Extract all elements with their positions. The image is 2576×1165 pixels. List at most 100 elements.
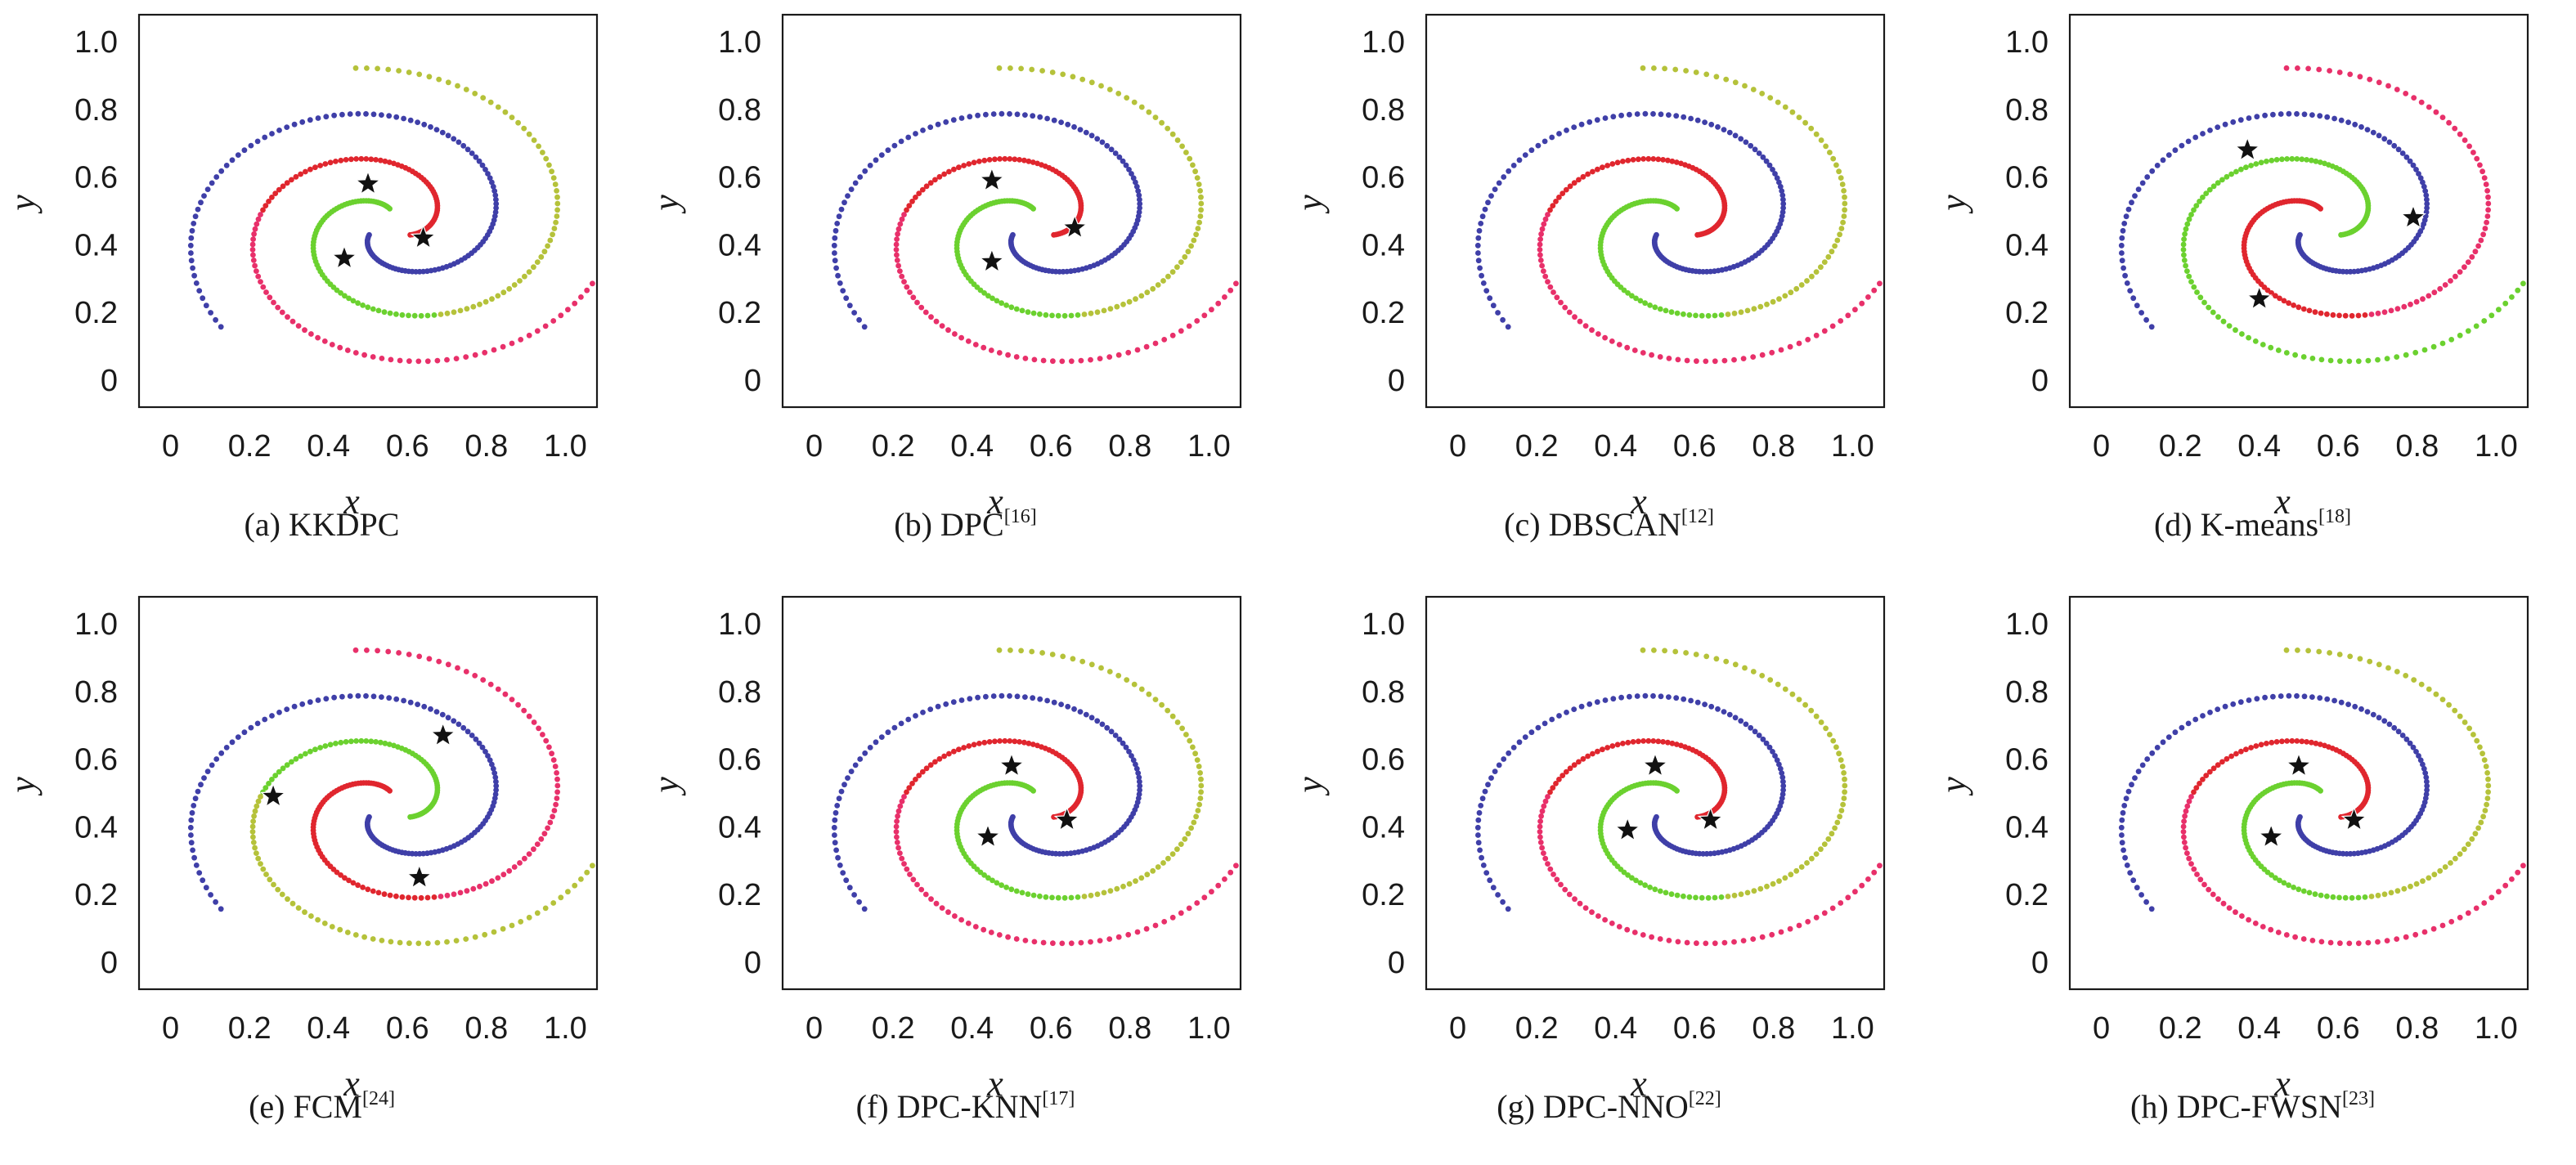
point-arm-green	[1003, 885, 1009, 890]
point-arm-green	[1842, 207, 1847, 213]
point-arm-red	[2421, 929, 2428, 935]
point-arm-green	[1165, 273, 1171, 280]
point-arm-green	[2481, 757, 2488, 763]
point-arm-red	[2309, 739, 2314, 746]
x-tick-label: 0.2	[228, 429, 272, 464]
point-arm-blue	[2254, 696, 2260, 702]
point-arm-green	[2448, 278, 2453, 284]
point-arm-blue	[2149, 750, 2156, 756]
point-arm-blue	[2309, 694, 2315, 700]
point-arm-red	[922, 309, 929, 316]
point-arm-red	[434, 939, 441, 946]
caption-text: (c) DBSCAN	[1504, 506, 1681, 543]
point-arm-red	[909, 781, 915, 786]
plot-c: 0 0.2 0.4 0.6 0.8 1.000.20.40.60.81.0xy	[1290, 13, 1886, 522]
point-arm-green	[455, 83, 460, 89]
point-arm-red	[327, 159, 334, 166]
point-arm-green	[1625, 290, 1631, 296]
point-arm-red	[312, 164, 318, 171]
point-arm-red	[1759, 934, 1766, 940]
point-arm-green	[1075, 894, 1081, 900]
point-arm-green	[482, 880, 489, 887]
point-arm-green	[1742, 665, 1748, 671]
point-arm-green	[2355, 894, 2362, 901]
point-arm-red	[252, 226, 258, 232]
point-arm-blue	[2119, 832, 2125, 838]
point-arm-red	[894, 258, 900, 263]
point-arm-green	[1150, 285, 1156, 292]
point-arm-red	[2289, 155, 2296, 162]
point-arm-blue	[1618, 694, 1624, 701]
point-arm-blue	[1770, 749, 1775, 755]
point-arm-green	[1744, 889, 1751, 896]
point-arm-red	[534, 910, 541, 916]
point-arm-green	[1750, 87, 1757, 92]
point-arm-blue	[1752, 728, 1758, 735]
point-arm-blue	[493, 787, 499, 793]
point-arm-blue	[834, 221, 841, 226]
point-arm-red	[1595, 331, 1601, 337]
point-arm-blue	[1479, 854, 1484, 861]
point-arm-red	[1645, 155, 1652, 162]
point-arm-red	[2215, 762, 2221, 768]
point-arm-red	[2246, 916, 2251, 923]
point-arm-green	[480, 95, 487, 101]
point-arm-red	[2220, 318, 2227, 325]
point-arm-blue	[2352, 703, 2358, 710]
point-arm-green	[2411, 677, 2417, 683]
x-tick-label: 0.4	[1594, 429, 1637, 464]
point-arm-blue	[1650, 692, 1656, 699]
point-arm-red	[280, 183, 286, 190]
point-arm-blue	[878, 734, 885, 740]
point-arm-red	[1602, 334, 1608, 341]
point-arm-blue	[469, 733, 475, 738]
point-arm-green	[990, 877, 995, 884]
point-arm-red	[1025, 158, 1032, 164]
point-arm-green	[436, 658, 442, 665]
point-arm-red	[1022, 356, 1029, 361]
point-arm-blue	[1528, 147, 1535, 154]
point-arm-blue	[2122, 854, 2128, 861]
point-arm-red	[2275, 347, 2282, 353]
point-arm-green	[1197, 188, 1203, 194]
point-arm-green	[396, 650, 402, 656]
point-arm-blue	[1708, 703, 1715, 710]
point-arm-blue	[1688, 697, 1694, 704]
point-arm-blue	[1030, 113, 1036, 119]
point-arm-green	[2457, 269, 2463, 275]
point-arm-green	[534, 841, 541, 847]
cluster-center-star	[331, 244, 357, 270]
point-arm-blue	[370, 111, 377, 118]
point-arm-red	[370, 936, 376, 942]
point-arm-green	[500, 289, 507, 296]
point-arm-blue	[1483, 870, 1490, 876]
point-arm-green	[1798, 282, 1805, 288]
point-arm-green	[2368, 894, 2375, 899]
point-arm-red	[2309, 157, 2314, 164]
point-arm-green	[1196, 801, 1202, 808]
point-arm-blue	[1477, 847, 1483, 854]
point-arm-green	[549, 168, 554, 175]
point-arm-red	[353, 738, 359, 744]
point-arm-red	[1537, 818, 1543, 824]
point-arm-green	[1723, 76, 1730, 83]
point-arm-red	[254, 221, 260, 227]
point-arm-red	[981, 926, 987, 933]
point-arm-blue	[1482, 788, 1488, 795]
point-arm-red	[1566, 309, 1573, 316]
y-tick-label: 0.2	[74, 878, 118, 912]
point-arm-blue	[1760, 736, 1766, 742]
point-arm-red	[2183, 262, 2188, 269]
point-arm-blue	[262, 134, 268, 141]
point-arm-blue	[2160, 739, 2166, 746]
y-axis-label: y	[1290, 195, 1330, 214]
point-arm-red	[2193, 785, 2200, 791]
point-arm-blue	[190, 265, 196, 271]
point-arm-red	[2403, 352, 2409, 358]
point-arm-green	[2448, 860, 2453, 866]
point-arm-blue	[188, 235, 195, 241]
point-arm-blue	[2120, 265, 2126, 271]
point-arm-red	[910, 876, 917, 883]
point-arm-red	[1078, 939, 1084, 946]
point-arm-blue	[2338, 699, 2345, 706]
